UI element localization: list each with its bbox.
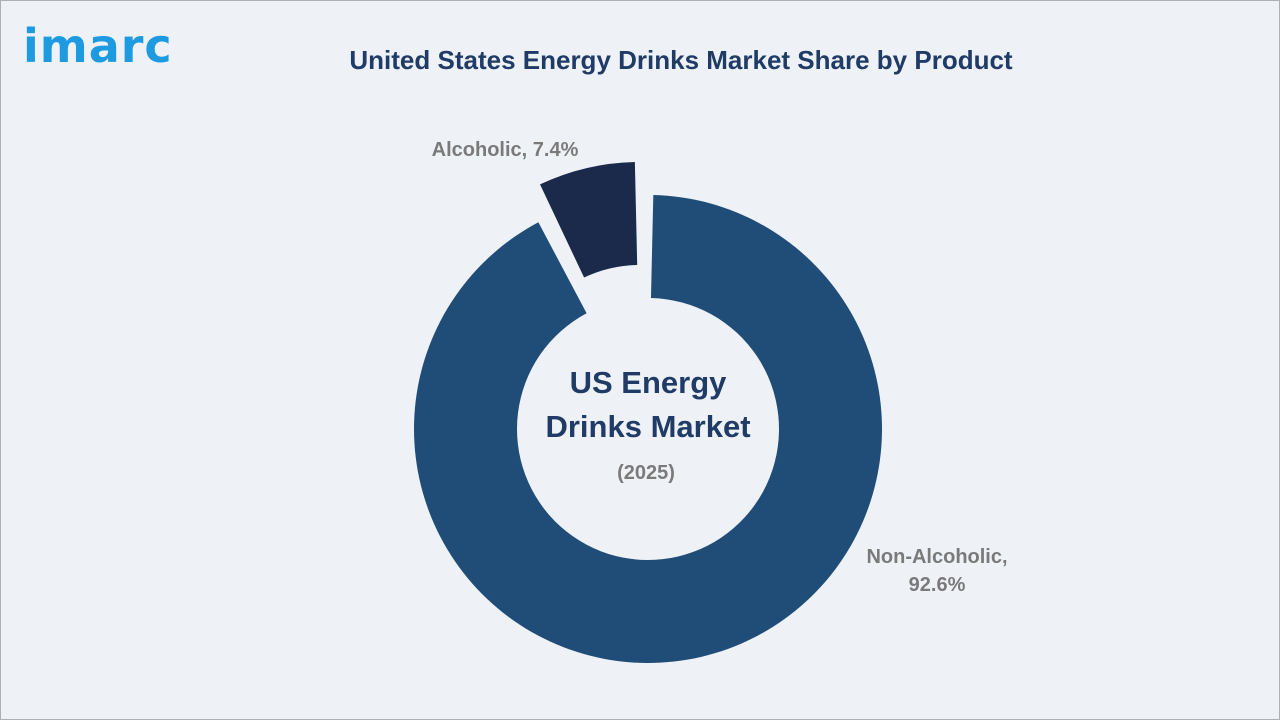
slice-non-alcoholic xyxy=(413,195,882,663)
donut-slices xyxy=(413,161,882,663)
slice-labels: Alcoholic, 7.4% Non-Alcoholic, 92.6% xyxy=(432,139,1008,596)
slice-alcoholic xyxy=(540,161,638,278)
center-label: US Energy Drinks Market (2025) xyxy=(545,365,750,484)
data-label-alcoholic: Alcoholic, 7.4% xyxy=(432,139,579,161)
center-label-line-1: US Energy xyxy=(570,365,728,400)
imarc-logo: imarc xyxy=(23,19,173,73)
chart-title: United States Energy Drinks Market Share… xyxy=(349,45,1013,75)
data-label-non-alcoholic: Non-Alcoholic, 92.6% xyxy=(866,546,1007,596)
center-sublabel: (2025) xyxy=(617,462,675,484)
center-label-line-2: Drinks Market xyxy=(545,409,750,444)
